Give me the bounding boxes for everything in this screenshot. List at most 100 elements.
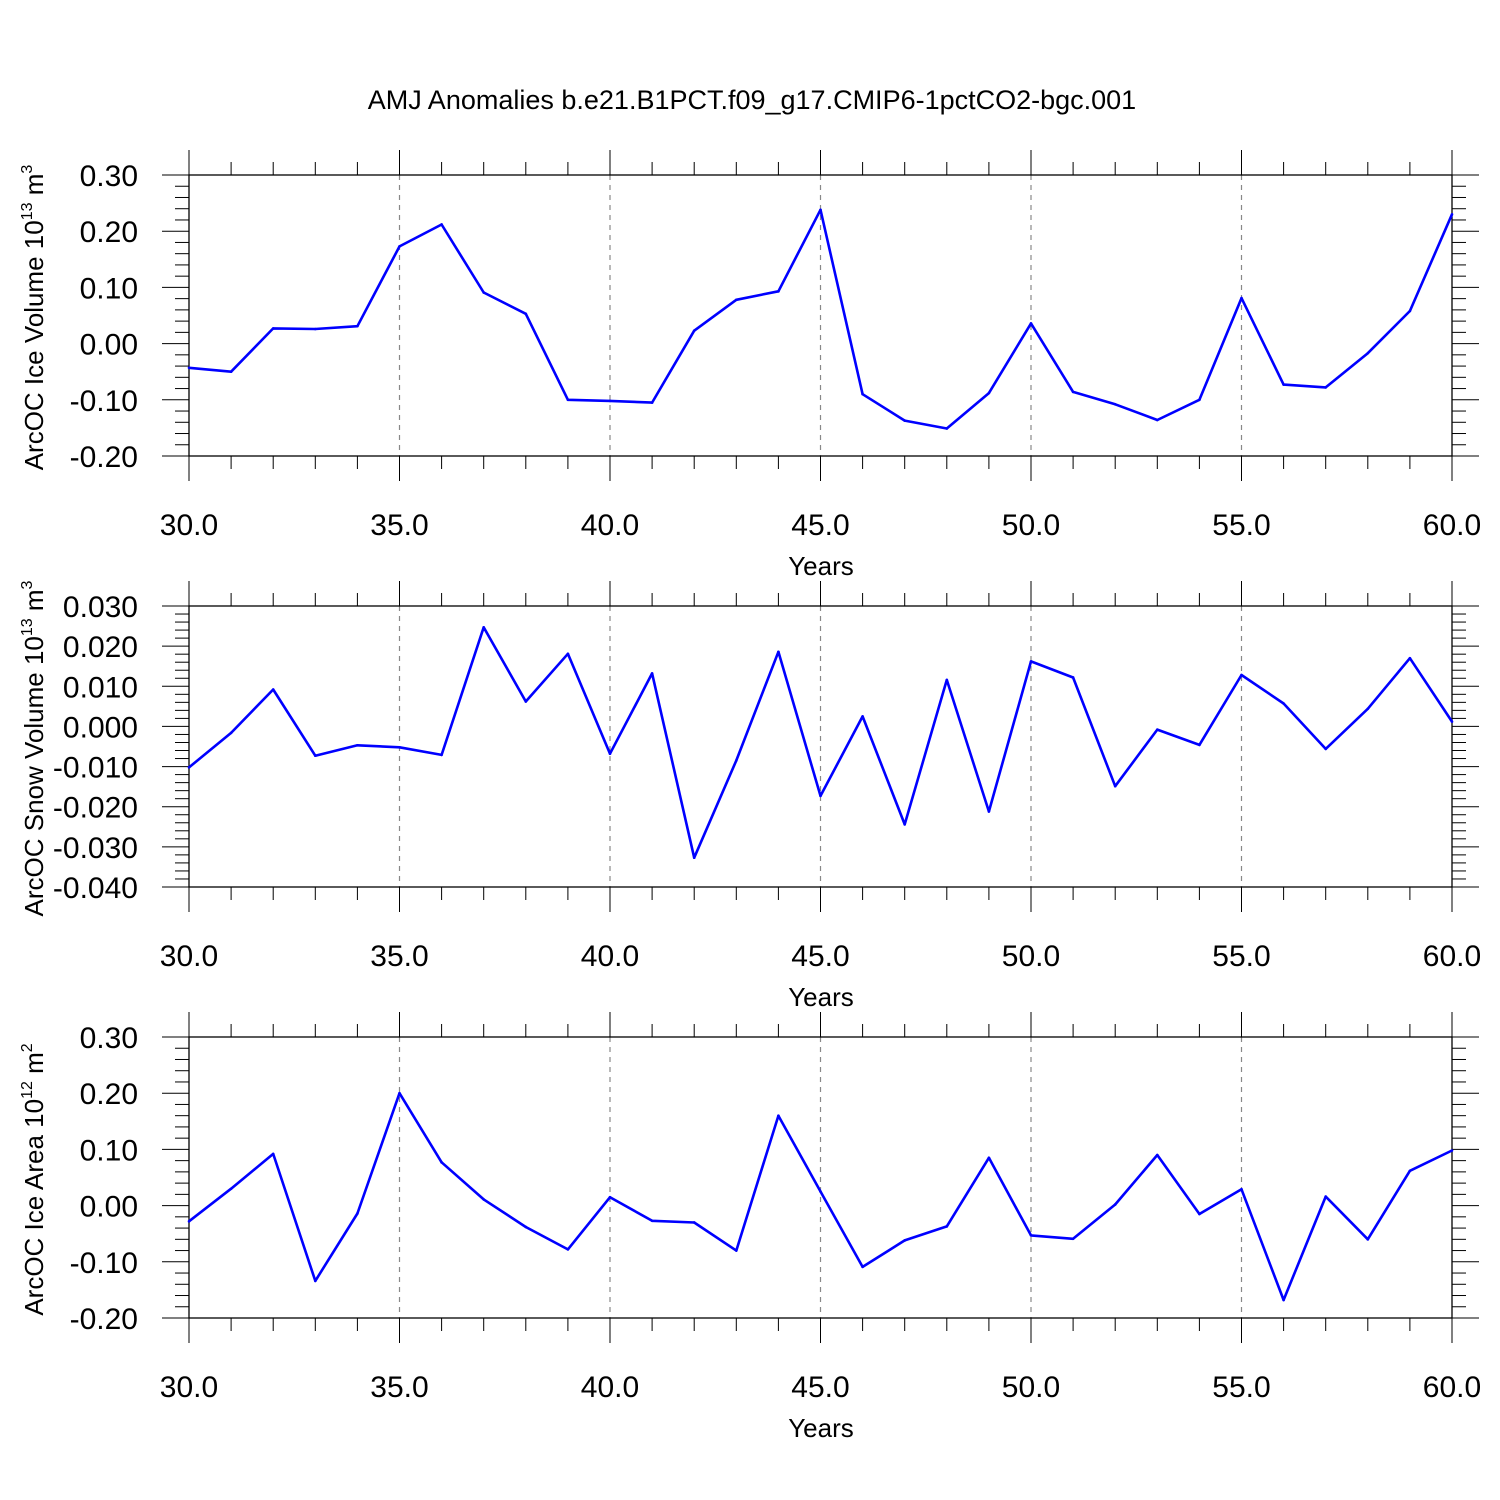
x-tick-label: 35.0 <box>370 1371 428 1404</box>
data-point <box>566 652 570 656</box>
data-point <box>903 1239 906 1242</box>
y-axis-title: ArcOC Snow Volume 1013 m3 <box>19 580 49 916</box>
data-point <box>271 327 275 330</box>
data-point <box>356 743 359 747</box>
y-axis-title: ArcOC Ice Area 1012 m2 <box>19 1043 49 1315</box>
data-point <box>1282 1298 1285 1302</box>
data-point <box>692 856 696 859</box>
y-tick-label: -0.030 <box>53 832 138 865</box>
y-tick-label: -0.10 <box>70 385 138 418</box>
data-point <box>566 398 570 402</box>
x-tick-label: 35.0 <box>370 940 428 973</box>
data-point <box>314 1279 317 1283</box>
x-tick-label: 50.0 <box>1002 509 1060 542</box>
data-point <box>1156 1153 1159 1157</box>
data-point <box>819 794 822 798</box>
data-point <box>187 1220 191 1223</box>
data-point <box>650 1219 654 1223</box>
data-point <box>1198 398 1201 402</box>
x-tick-label: 50.0 <box>1002 1371 1060 1404</box>
data-point <box>1113 402 1117 406</box>
x-tick-label: 45.0 <box>791 1371 849 1404</box>
y-tick-label: 0.30 <box>80 1022 138 1055</box>
data-point <box>187 366 191 370</box>
x-tick-label: 40.0 <box>581 509 639 542</box>
x-tick-label: 35.0 <box>370 509 428 542</box>
data-point <box>861 1265 864 1269</box>
data-point <box>1366 351 1370 355</box>
y-tick-label: -0.040 <box>53 872 138 905</box>
y-tick-label: -0.20 <box>70 441 138 474</box>
data-point <box>1240 296 1243 300</box>
x-tick-label: 40.0 <box>581 1371 639 1404</box>
data-point <box>987 1156 991 1160</box>
y-axis-title-text: ArcOC Ice Area 10 <box>19 1099 49 1316</box>
data-point <box>271 1152 275 1156</box>
data-point <box>1113 784 1117 788</box>
y-tick-label: 0.10 <box>80 272 138 305</box>
y-axis-title-text: ArcOC Ice Volume 10 <box>19 220 49 470</box>
x-tick-label: 55.0 <box>1212 1371 1270 1404</box>
panel-1: 30.0 35.0 40.0 45.0 50.0 55.0 60.0 -0.20 -0.10 0.… <box>19 150 1481 581</box>
data-point <box>1198 743 1201 747</box>
data-point <box>356 1212 359 1215</box>
x-tick-label: 30.0 <box>160 509 218 542</box>
y-axis-title-exponent: 13 <box>19 618 36 636</box>
data-point <box>903 823 906 826</box>
data-point <box>1071 390 1075 394</box>
y-axis-title-exponent: 12 <box>19 1081 36 1099</box>
y-tick-label: 0.000 <box>63 711 138 744</box>
data-point <box>1450 213 1454 216</box>
data-point <box>1240 1188 1243 1191</box>
x-axis-title: Years <box>788 1413 854 1443</box>
data-point <box>735 1249 738 1252</box>
data-point <box>271 688 275 691</box>
data-point <box>1156 418 1159 422</box>
data-point <box>1071 676 1075 679</box>
data-point <box>608 399 612 403</box>
data-point <box>861 392 864 396</box>
y-tick-label: 0.030 <box>63 591 138 624</box>
data-point <box>482 1198 486 1201</box>
x-tick-label: 55.0 <box>1212 509 1270 542</box>
data-point <box>1324 386 1327 389</box>
y-tick-label: -0.10 <box>70 1247 138 1280</box>
data-point <box>1282 383 1285 386</box>
data-point <box>398 746 401 749</box>
data-point <box>945 678 949 682</box>
data-point <box>1240 673 1243 677</box>
data-point <box>819 1190 822 1193</box>
y-tick-label: 0.10 <box>80 1134 138 1167</box>
data-point <box>229 1187 233 1191</box>
y-tick-label: 0.010 <box>63 671 138 704</box>
panel-2: 30.0 35.0 40.0 45.0 50.0 55.0 60.0 -0.040 -0.030… <box>19 580 1481 1012</box>
data-point <box>650 401 654 404</box>
data-point <box>608 1195 612 1199</box>
y-tick-label: 0.020 <box>63 631 138 664</box>
data-point <box>524 312 528 316</box>
data-point <box>314 327 317 331</box>
y-axis-title: ArcOC Ice Volume 1013 m3 <box>19 165 49 471</box>
data-point <box>987 810 991 813</box>
data-point <box>1029 1234 1033 1237</box>
x-tick-label: 50.0 <box>1002 940 1060 973</box>
data-point <box>356 324 359 328</box>
y-axis-title-exponent: 13 <box>19 202 36 220</box>
data-point <box>777 650 780 654</box>
data-point <box>229 370 233 374</box>
data-point <box>398 1091 401 1095</box>
data-point <box>482 291 486 294</box>
data-point <box>1198 1212 1201 1216</box>
data-point <box>735 759 738 762</box>
y-axis-title-unit-exponent: 3 <box>19 165 36 174</box>
x-axis-title: Years <box>788 982 854 1012</box>
y-axis-title-unit: m <box>19 174 49 203</box>
data-point <box>861 715 864 718</box>
data-point <box>440 753 443 757</box>
x-tick-label: 60.0 <box>1423 940 1481 973</box>
x-tick-label: 60.0 <box>1423 509 1481 542</box>
y-tick-label: 0.00 <box>80 1191 138 1224</box>
panels: 30.0 35.0 40.0 45.0 50.0 55.0 60.0 -0.20 -0.10 0.… <box>19 150 1481 1443</box>
data-point <box>1450 1149 1454 1152</box>
data-point <box>608 752 612 756</box>
